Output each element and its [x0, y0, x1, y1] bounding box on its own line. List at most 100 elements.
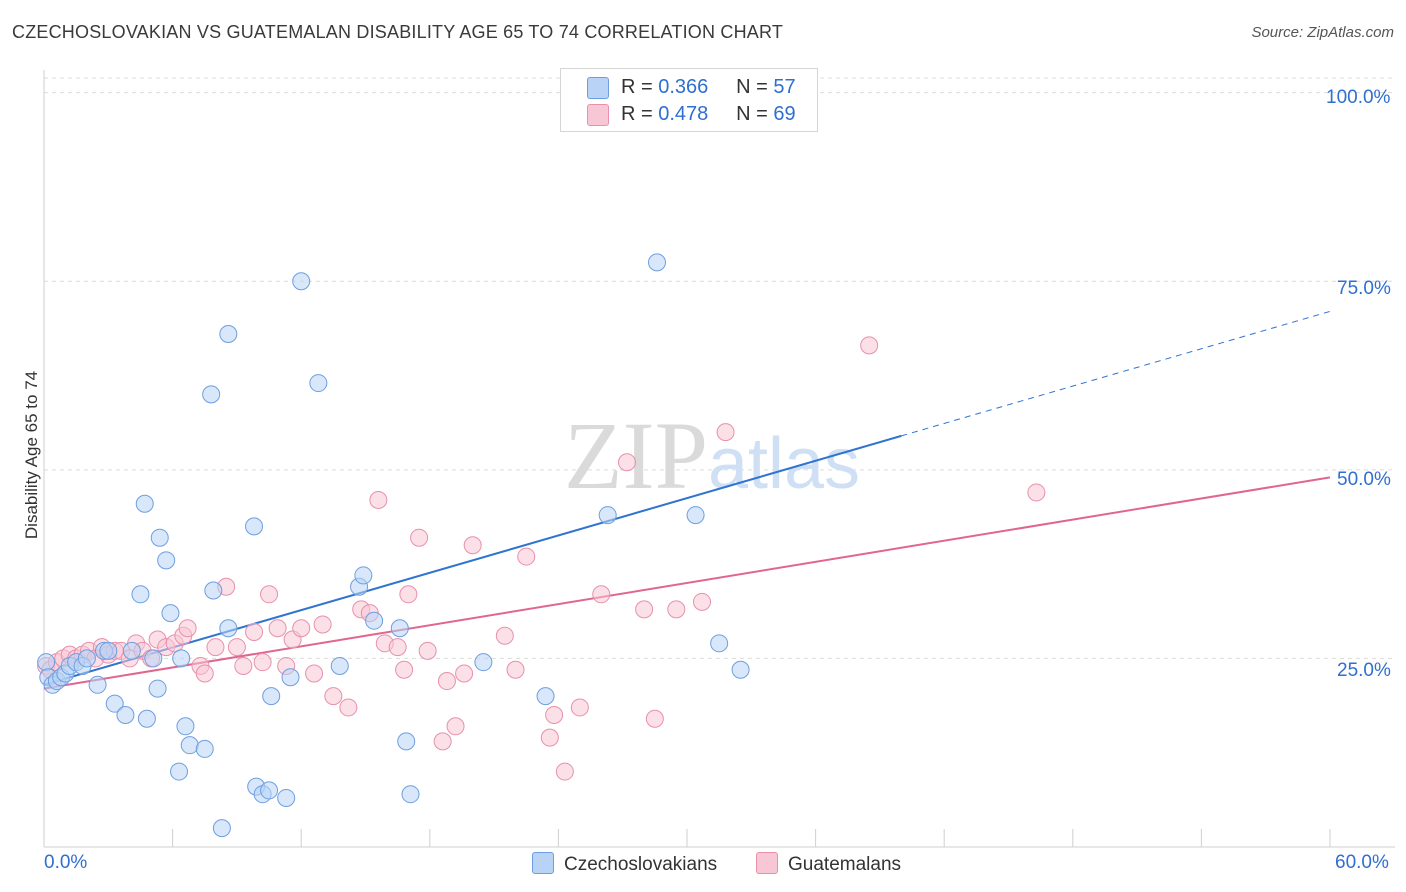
- czechoslovakians-point: [281, 668, 300, 687]
- guatemalans-point: [313, 615, 332, 634]
- guatemalans-point: [253, 653, 272, 672]
- guatemalans-point: [178, 619, 197, 638]
- czechoslovakians-point: [598, 506, 617, 525]
- guatemalans-point: [540, 728, 559, 747]
- czechoslovakians-point: [144, 649, 163, 668]
- bottom-legend-label: Czechoslovakians: [564, 854, 718, 875]
- czechoslovakians-point: [180, 736, 199, 755]
- guatemalans-point: [399, 585, 418, 604]
- czechoslovakians-point: [292, 272, 311, 291]
- czechoslovakians-point: [116, 705, 135, 724]
- guatemalans-point: [437, 672, 456, 691]
- czechoslovakians-point: [262, 687, 281, 706]
- guatemalans-point: [446, 717, 465, 736]
- guatemalans-point: [455, 664, 474, 683]
- czechoslovakians-point: [105, 694, 124, 713]
- czechoslovakians-point: [99, 641, 118, 660]
- czechoslovakians-point: [219, 619, 238, 638]
- legend-n-value: 57: [773, 76, 796, 98]
- czechoslovakians-point: [647, 253, 666, 272]
- czechoslovakians-point: [245, 517, 264, 536]
- guatemalans-point: [388, 638, 407, 657]
- chart-title: CZECHOSLOVAKIAN VS GUATEMALAN DISABILITY…: [12, 22, 784, 42]
- y-tick-label-25: 25.0%: [1337, 660, 1391, 681]
- guatemalans-point: [635, 600, 654, 619]
- axes: [43, 70, 1395, 848]
- guatemalans-point: [592, 585, 611, 604]
- legend-swatch-blue: [587, 77, 609, 99]
- x-tick-label-min: 0.0%: [44, 852, 88, 873]
- czechoslovakians-point: [161, 604, 180, 623]
- guatemalans-point: [410, 528, 429, 547]
- legend-n-label: N =: [736, 103, 774, 125]
- guatemalans-point: [324, 687, 343, 706]
- guatemalans-point: [268, 619, 287, 638]
- guatemalans-point: [645, 709, 664, 728]
- guatemalans-point: [463, 536, 482, 555]
- watermark: ZIPatlas: [564, 402, 860, 509]
- guatemalans-point: [339, 698, 358, 717]
- guatemalans-point: [860, 336, 879, 355]
- legend-n-label: N =: [736, 76, 774, 98]
- czechoslovakians-point: [390, 619, 409, 638]
- czechoslovakians-point: [686, 506, 705, 525]
- czechoslovakians-point: [157, 551, 176, 570]
- grid-lines: [44, 77, 1395, 659]
- legend-r-label: R =: [621, 76, 659, 98]
- y-axis-label: Disability Age 65 to 74: [22, 370, 41, 540]
- guatemalans-point: [395, 660, 414, 679]
- guatemalans-point: [245, 623, 264, 642]
- czechoslovakians-point: [77, 649, 96, 668]
- guatemalans-point: [506, 660, 525, 679]
- legend-r-value: 0.478: [658, 103, 709, 125]
- bottom-legend-swatch-pink: [756, 852, 778, 874]
- czechoslovakians-point: [131, 585, 150, 604]
- czechoslovakians-point: [710, 634, 729, 653]
- czechoslovakians-point: [365, 611, 384, 630]
- czechoslovakians-point: [148, 679, 167, 698]
- guatemalans-point: [667, 600, 686, 619]
- czechoslovakians-point: [536, 687, 555, 706]
- guatemalans-point: [570, 698, 589, 717]
- bottom-legend-label: Guatemalans: [788, 854, 902, 875]
- guatemalans-point: [617, 453, 636, 472]
- guatemalans-point: [260, 585, 279, 604]
- czechoslovakians-point: [135, 494, 154, 513]
- legend-r-label: R =: [621, 103, 659, 125]
- guatemalans-point: [234, 656, 253, 675]
- bottom-legend-guatemalans: Guatemalans: [756, 852, 901, 876]
- czechoslovakians-points: [37, 253, 750, 838]
- watermark-zip: ZIP: [564, 402, 708, 509]
- czechoslovakians-point: [397, 732, 416, 751]
- czechoslovakians-point: [204, 581, 223, 600]
- guatemalans-point: [1027, 483, 1046, 502]
- guatemalans-point: [206, 638, 225, 657]
- guatemalans-point: [693, 592, 712, 611]
- x-tick-label-max: 60.0%: [1335, 852, 1389, 873]
- czechoslovakians-point: [195, 739, 214, 758]
- czechoslovakians-point: [219, 325, 238, 344]
- legend-r-value: 0.366: [658, 76, 709, 98]
- czechoslovakians-point: [37, 653, 56, 672]
- czechoslovakians-point: [176, 717, 195, 736]
- czechoslovakians-point: [354, 566, 373, 585]
- czechoslovakians-point: [401, 785, 420, 804]
- guatemalans-points: [37, 336, 1046, 781]
- guatemalans-point: [195, 664, 214, 683]
- czechoslovakians-point: [170, 762, 189, 781]
- czechoslovakians-point: [731, 660, 750, 679]
- guatemalans-point: [517, 547, 536, 566]
- czechoslovakians-point: [88, 675, 107, 694]
- czechoslovakians-point: [212, 819, 231, 838]
- guatemalans-point: [305, 664, 324, 683]
- guatemalans-point: [292, 619, 311, 638]
- guatemalans-point: [433, 732, 452, 751]
- y-tick-label-100: 100.0%: [1326, 87, 1391, 108]
- correlation-legend: R = 0.366 N = 57 R = 0.478 N = 69: [560, 68, 818, 132]
- watermark-atlas: atlas: [708, 424, 860, 504]
- source-credit: Source: ZipAtlas.com: [1251, 24, 1394, 41]
- guatemalans-point: [227, 638, 246, 657]
- czechoslovakians-point: [330, 656, 349, 675]
- guatemalans-point: [418, 641, 437, 660]
